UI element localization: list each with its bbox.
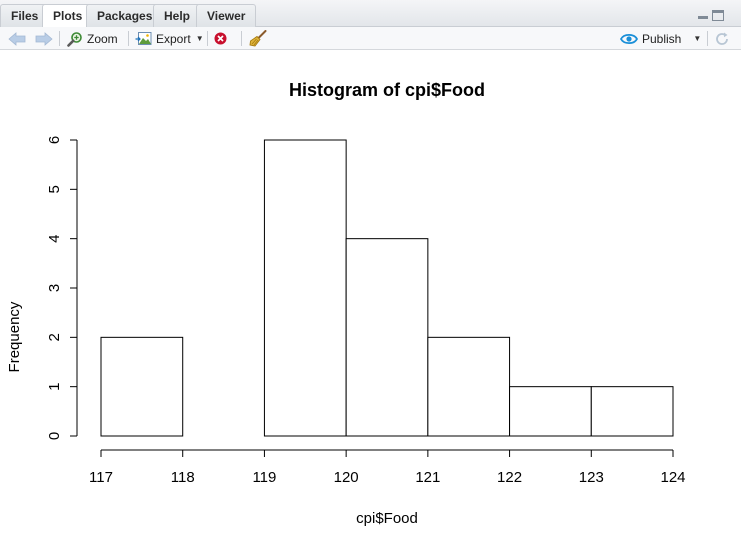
maximize-pane-icon[interactable] [712, 10, 724, 21]
refresh-button[interactable] [714, 27, 730, 50]
x-tick-label-2: 119 [252, 469, 276, 486]
export-label: Export [156, 31, 191, 46]
y-axis-label: Frequency [6, 301, 23, 372]
x-axis: 117 118 119 120 121 122 123 124 [89, 449, 686, 486]
clear-plots-button[interactable] [249, 27, 267, 50]
publish-dropdown-icon: ▼ [693, 34, 702, 43]
y-axis: 0 1 2 3 4 5 6 [46, 136, 78, 440]
remove-plot-icon [214, 32, 227, 45]
y-tick-label-5: 5 [46, 185, 63, 193]
zoom-label: Zoom [87, 31, 118, 46]
x-tick-label-7: 124 [660, 469, 685, 486]
x-tick-label-1: 118 [171, 469, 195, 486]
y-tick-label-6: 6 [46, 136, 63, 144]
forward-button[interactable] [35, 27, 53, 50]
histogram-bar-4 [427, 336, 511, 437]
x-tick-label-0: 117 [89, 469, 113, 486]
plots-toolbar: Zoom Export ▼ Publish ▼ [0, 27, 741, 50]
export-dropdown-icon: ▼ [195, 34, 204, 43]
broom-icon [249, 30, 267, 47]
zoom-button[interactable]: Zoom [67, 27, 118, 50]
tab-help[interactable]: Help [153, 4, 202, 27]
plot-viewport: Histogram of cpi$Food 117 118 119 120 121 122… [0, 50, 741, 539]
arrow-right-icon [35, 31, 53, 46]
y-tick-label-3: 3 [46, 284, 63, 292]
x-tick-label-5: 122 [497, 469, 522, 486]
x-tick-label-4: 121 [415, 469, 440, 486]
histogram-bar-2 [263, 139, 347, 437]
x-tick-label-3: 120 [334, 469, 359, 486]
histogram-bar-0 [100, 336, 184, 437]
pane-tab-bar: Files Plots Packages Help Viewer [0, 0, 741, 28]
histogram-bar-6 [590, 386, 674, 437]
export-image-icon [135, 32, 152, 45]
y-tick-label-4: 4 [46, 234, 63, 242]
histogram-chart: Histogram of cpi$Food 117 118 119 120 121 122… [6, 80, 686, 527]
publish-button[interactable]: Publish ▼ [620, 27, 701, 50]
histogram-bars [100, 139, 674, 437]
y-tick-label-0: 0 [46, 432, 63, 440]
remove-plot-button[interactable] [214, 27, 227, 50]
y-tick-label-2: 2 [46, 333, 63, 341]
tab-packages[interactable]: Packages [86, 4, 164, 27]
arrow-left-icon [8, 31, 26, 46]
minimize-pane-icon[interactable] [697, 10, 709, 21]
refresh-icon [716, 32, 728, 45]
back-button[interactable] [8, 27, 26, 50]
histogram-bar-3 [345, 238, 429, 437]
y-tick-label-1: 1 [46, 382, 63, 390]
export-button[interactable]: Export ▼ [135, 27, 204, 50]
tab-plots[interactable]: Plots [42, 4, 94, 28]
x-tick-label-6: 123 [579, 469, 604, 486]
histogram-bar-5 [509, 386, 592, 437]
chart-title: Histogram of cpi$Food [289, 80, 485, 100]
publish-label: Publish [642, 31, 682, 46]
x-axis-label: cpi$Food [356, 510, 418, 527]
tab-viewer[interactable]: Viewer [196, 4, 257, 27]
publish-icon [620, 33, 638, 44]
magnifier-icon [67, 31, 82, 47]
